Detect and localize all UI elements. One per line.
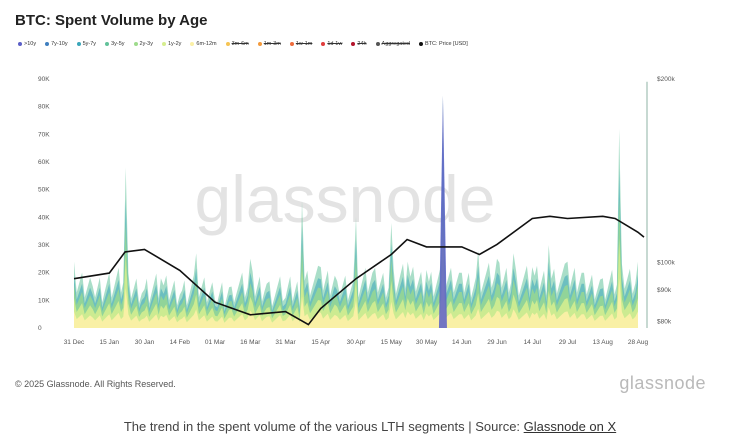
legend-item[interactable]: 6m-12m [190, 41, 217, 47]
legend-item[interactable]: 1w-1m [289, 41, 313, 47]
legend-label: 3y-5y [111, 41, 125, 47]
area-5y-7y [74, 142, 638, 328]
legend-label: 3m-6m [231, 41, 249, 47]
x-axis: 31 Dec 15 Jan 30 Jan 14 Feb 01 Mar 16 Mar 31 M… [64, 339, 649, 346]
x-tick-label: 30 Apr [347, 339, 367, 346]
legend-dot-icon [289, 42, 294, 46]
caption: The trend in the spent volume of the var… [0, 419, 740, 434]
legend-label: 5y-7y [82, 41, 97, 47]
area-2y-3y [74, 176, 638, 328]
watermark: glassnode [195, 162, 496, 236]
x-tick-label: 16 Mar [240, 339, 261, 346]
legend-label: 1w-1m [295, 41, 313, 47]
legend-item[interactable]: BTC: Price [USD] [418, 41, 468, 47]
legend-dot-icon [76, 42, 81, 46]
legend: >10y 7y-10y 5y-7y 3y-5y 2y-3y 1y-2y 6m-12m 3m-6… [18, 41, 468, 47]
legend-label: 6m-12m [196, 41, 217, 47]
y-tick-label: 40K [38, 214, 50, 221]
y-right-tick-label: $80k [657, 318, 672, 325]
legend-label: >10y [24, 41, 37, 47]
legend-dot-icon [375, 42, 380, 46]
y-axis-left: 0 10K 20K 30K 40K 50K 60K 70K 80K 90K [38, 76, 50, 332]
legend-item[interactable]: 1y-2y [161, 41, 182, 47]
y-right-tick-label: $90k [657, 287, 672, 294]
legend-dot-icon [257, 42, 262, 46]
y-tick-label: 0 [38, 325, 42, 332]
y-axis-right: $80k $90k $100k $200k [657, 76, 675, 325]
legend-item[interactable]: 2y-3y [133, 41, 153, 47]
y-right-tick-label: $200k [657, 76, 675, 83]
legend-item[interactable]: 5y-7y [76, 41, 97, 47]
x-tick-label: 30 May [416, 339, 438, 346]
legend-item[interactable]: 1d-1w [321, 41, 342, 47]
stacked-areas [74, 81, 648, 328]
source-link[interactable]: Glassnode on X [523, 419, 617, 434]
legend-label: 1m-3m [263, 41, 281, 47]
legend-label: 1y-2y [167, 41, 182, 47]
legend-dot-icon [418, 42, 423, 46]
legend-dot-icon [190, 42, 195, 46]
x-tick-label: 14 Jun [452, 339, 472, 346]
legend-item[interactable]: 3m-6m [225, 41, 249, 47]
x-tick-label: 14 Jul [524, 339, 542, 346]
area-3y-5y [74, 95, 638, 328]
x-tick-label: 15 Apr [311, 339, 331, 346]
y-tick-label: 80K [38, 104, 50, 111]
chart-title: BTC: Spent Volume by Age [15, 12, 208, 29]
x-tick-label: 28 Aug [628, 339, 649, 346]
legend-dot-icon [45, 42, 50, 46]
x-tick-label: 14 Feb [170, 339, 191, 346]
y-tick-label: 10K [38, 297, 50, 304]
legend-dot-icon [161, 42, 166, 46]
x-tick-label: 31 Dec [64, 339, 85, 346]
legend-label: BTC: Price [USD] [424, 41, 468, 47]
area-1y-2y [74, 223, 638, 328]
legend-item[interactable]: >10y [18, 41, 36, 47]
y-tick-label: 50K [38, 187, 50, 194]
x-tick-label: 31 Mar [275, 339, 296, 346]
y-right-tick-label: $100k [657, 259, 675, 266]
x-tick-label: 29 Jun [487, 339, 507, 346]
y-tick-label: 20K [38, 270, 50, 277]
legend-dot-icon [351, 42, 356, 46]
legend-dot-icon [133, 42, 138, 46]
price-line [73, 215, 645, 326]
x-tick-label: 15 Jan [99, 339, 119, 346]
x-tick-label: 15 May [381, 339, 403, 346]
copyright: © 2025 Glassnode. All Rights Reserved. [15, 379, 176, 389]
legend-label: 7y-10y [51, 41, 68, 47]
legend-label: 1d-1w [327, 41, 343, 47]
y-tick-label: 30K [38, 242, 50, 249]
x-tick-label: 30 Jan [135, 339, 155, 346]
x-tick-label: 29 Jul [559, 339, 577, 346]
legend-dot-icon [321, 42, 326, 46]
y-tick-label: 70K [38, 131, 50, 138]
legend-dot-icon [105, 42, 110, 46]
legend-label: 2y-3y [139, 41, 153, 47]
brand-logo: glassnode [619, 373, 706, 393]
legend-item[interactable]: 1m-3m [257, 41, 281, 47]
area-gt-10y-spike [438, 95, 447, 328]
legend-dot-icon [18, 42, 22, 46]
legend-item[interactable]: 3y-5y [105, 41, 125, 47]
legend-label: Aggregated [381, 41, 410, 47]
legend-label: 24h [357, 41, 367, 47]
legend-item[interactable]: Aggregated [375, 41, 410, 47]
area-6m-12m [74, 269, 638, 328]
caption-text: The trend in the spent volume of the var… [123, 419, 524, 434]
chart-area: glassnode 0 10K 20K 30K 40K 50K 60K 70K 80K 90K $… [38, 76, 675, 346]
legend-item[interactable]: 24h [351, 41, 367, 47]
y-tick-label: 90K [38, 76, 50, 83]
x-tick-label: 01 Mar [205, 339, 226, 346]
chart-card: BTC: Spent Volume by Age >10y 7y-10y 5y-7y… [15, 12, 706, 393]
legend-dot-icon [225, 42, 230, 46]
x-tick-label: 13 Aug [593, 339, 614, 346]
legend-item[interactable]: 7y-10y [45, 41, 68, 47]
y-tick-label: 60K [38, 159, 50, 166]
